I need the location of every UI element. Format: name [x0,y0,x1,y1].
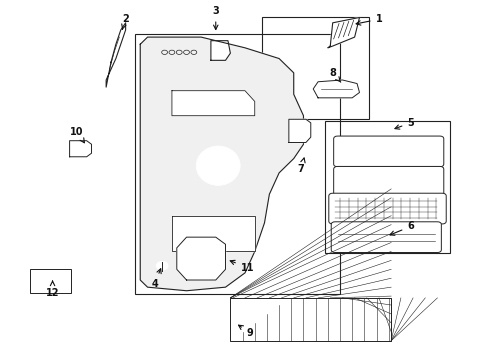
Text: 3: 3 [212,6,219,30]
Ellipse shape [194,249,213,269]
Text: 2: 2 [122,14,129,29]
Bar [325,121,450,253]
FancyBboxPatch shape [331,222,441,252]
Polygon shape [328,18,360,48]
Bar [135,33,340,294]
Text: 5: 5 [395,118,414,129]
Bar [262,18,369,119]
Polygon shape [172,216,255,251]
Text: 12: 12 [46,281,59,297]
Text: 4: 4 [151,269,161,289]
FancyBboxPatch shape [334,136,444,167]
Text: 9: 9 [239,325,253,338]
Text: 6: 6 [390,221,414,235]
Ellipse shape [196,146,240,185]
Circle shape [156,261,168,270]
Polygon shape [172,91,255,116]
Polygon shape [211,41,230,60]
FancyBboxPatch shape [329,193,446,224]
Text: 10: 10 [70,127,84,143]
Bar [155,39,208,66]
Circle shape [45,277,55,284]
Bar [30,269,71,293]
Polygon shape [106,23,125,87]
Polygon shape [289,119,311,143]
Polygon shape [177,237,225,280]
Bar [230,298,391,341]
Polygon shape [313,80,360,98]
Text: 8: 8 [329,68,341,82]
Polygon shape [140,37,303,291]
Text: 11: 11 [230,260,254,273]
FancyBboxPatch shape [334,166,444,195]
Text: 7: 7 [297,158,305,174]
Text: 1: 1 [356,14,382,25]
Polygon shape [70,141,92,157]
